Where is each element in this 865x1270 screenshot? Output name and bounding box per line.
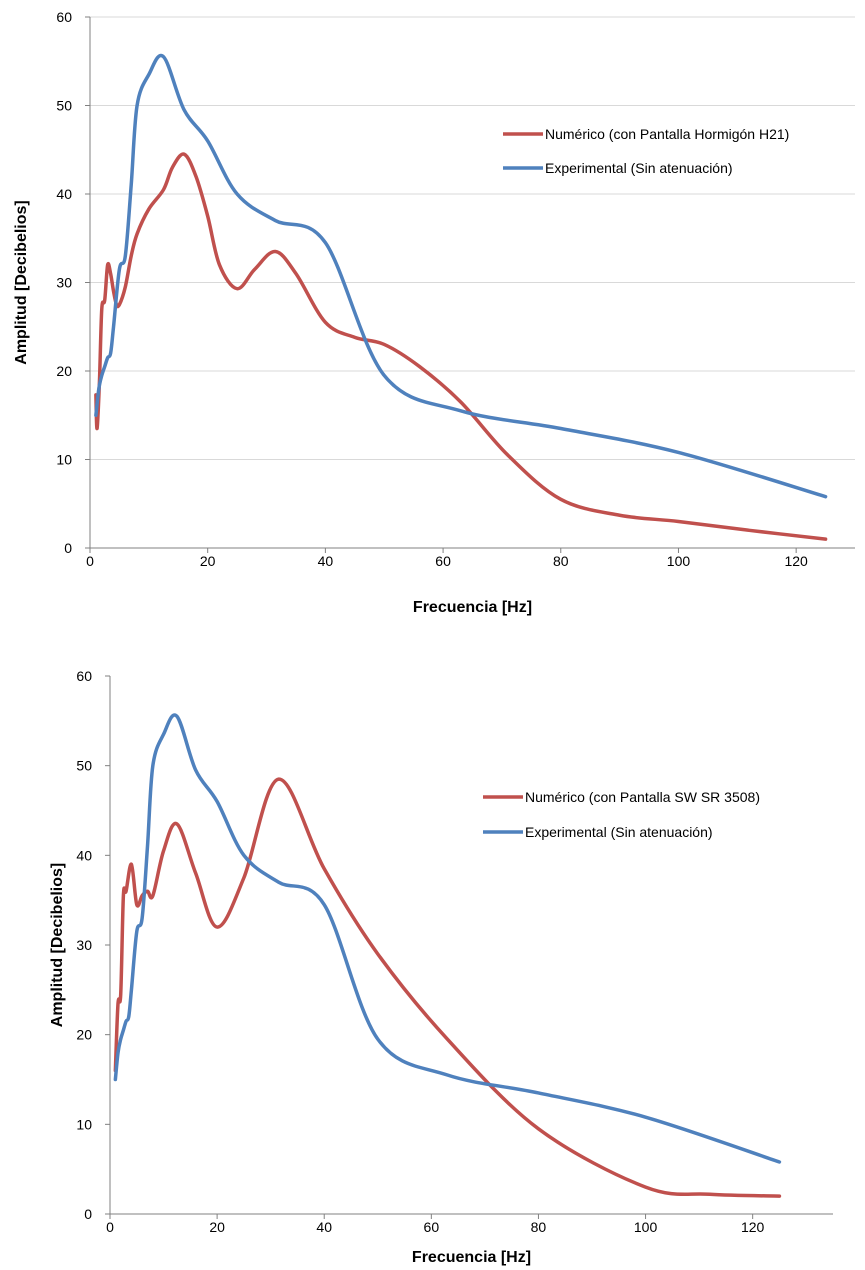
x-tick-label: 60 bbox=[424, 1219, 440, 1235]
y-tick-label: 10 bbox=[76, 1116, 92, 1132]
y-tick-label: 40 bbox=[56, 186, 72, 202]
y-tick-label: 20 bbox=[76, 1027, 92, 1043]
series-line-numerico bbox=[113, 777, 782, 1198]
legend-label: Numérico (con Pantalla Hormigón H21) bbox=[545, 126, 789, 142]
x-tick-label: 120 bbox=[741, 1219, 765, 1235]
y-axis-title: Amplitud [Decibelios] bbox=[13, 200, 30, 364]
x-tick-label: 0 bbox=[106, 1219, 114, 1235]
x-tick-label: 100 bbox=[667, 553, 691, 569]
series-line-experimental bbox=[113, 713, 782, 1164]
x-tick-label: 80 bbox=[553, 553, 569, 569]
y-tick-label: 30 bbox=[76, 937, 92, 953]
y-axis-title: Amplitud [Decibelios] bbox=[49, 863, 66, 1027]
x-tick-label: 120 bbox=[784, 553, 808, 569]
x-tick-label: 20 bbox=[209, 1219, 225, 1235]
y-tick-label: 50 bbox=[76, 758, 92, 774]
x-tick-label: 80 bbox=[531, 1219, 547, 1235]
x-tick-label: 20 bbox=[200, 553, 216, 569]
y-tick-label: 40 bbox=[76, 847, 92, 863]
y-tick-label: 0 bbox=[84, 1206, 92, 1222]
y-tick-label: 60 bbox=[76, 668, 92, 684]
y-tick-label: 0 bbox=[64, 540, 72, 556]
legend-label: Experimental (Sin atenuación) bbox=[545, 160, 733, 176]
x-tick-label: 40 bbox=[316, 1219, 332, 1235]
chart-bottom: 0 10 20 30 40 50 60 0 20 40 60 80 100 120 Frecuencia [… bbox=[49, 668, 833, 1266]
chart-top: 0 10 20 30 40 50 60 0 20 40 60 80 100 120 Frecuencia [… bbox=[13, 9, 855, 616]
y-tick-label: 10 bbox=[56, 452, 72, 468]
x-tick-label: 60 bbox=[435, 553, 451, 569]
legend-label: Experimental (Sin atenuación) bbox=[525, 824, 713, 840]
x-tick-label: 0 bbox=[86, 553, 94, 569]
y-tick-label: 60 bbox=[56, 9, 72, 25]
legend-label: Numérico (con Pantalla SW SR 3508) bbox=[525, 789, 760, 805]
series-line-numerico bbox=[94, 152, 828, 541]
x-tick-label: 40 bbox=[318, 553, 334, 569]
x-axis-title: Frecuencia [Hz] bbox=[412, 1249, 531, 1266]
series-line-experimental bbox=[94, 53, 828, 499]
y-tick-label: 20 bbox=[56, 363, 72, 379]
x-tick-label: 100 bbox=[634, 1219, 658, 1235]
x-axis-title: Frecuencia [Hz] bbox=[413, 599, 532, 616]
y-tick-label: 30 bbox=[56, 275, 72, 291]
y-tick-label: 50 bbox=[56, 98, 72, 114]
